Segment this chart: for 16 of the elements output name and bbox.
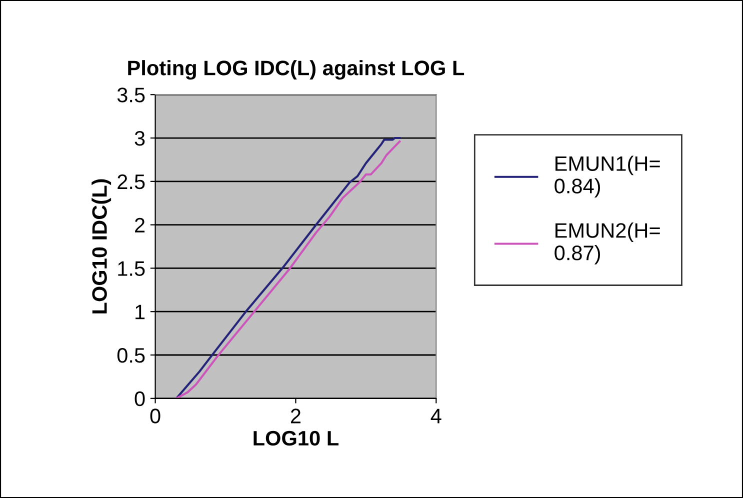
y-tick-label: 0.5 [117,348,145,363]
x-tick-label: 4 [430,408,442,424]
x-axis-title: LOG10 L [254,430,338,446]
y-tick-label: 1.5 [118,261,145,276]
y-tick-label: 3.5 [117,88,145,102]
y-tick-label: 0 [134,391,145,406]
y-tick-label: 3 [134,131,145,146]
y-tick-label: 1 [136,304,145,320]
chart-title: Ploting LOG IDC(L) against LOG L [128,60,464,80]
y-tick-label: 2.5 [118,174,145,190]
x-tick-label: 0 [150,408,160,424]
legend-label: EMUN1(H= 0.84) [554,156,660,198]
y-axis-title: LOG10 IDC(L) [92,179,112,314]
x-tick-label: 2 [290,408,300,424]
y-tick-label: 2 [135,218,145,232]
legend-label: EMUN2(H= 0.87) [554,222,660,264]
